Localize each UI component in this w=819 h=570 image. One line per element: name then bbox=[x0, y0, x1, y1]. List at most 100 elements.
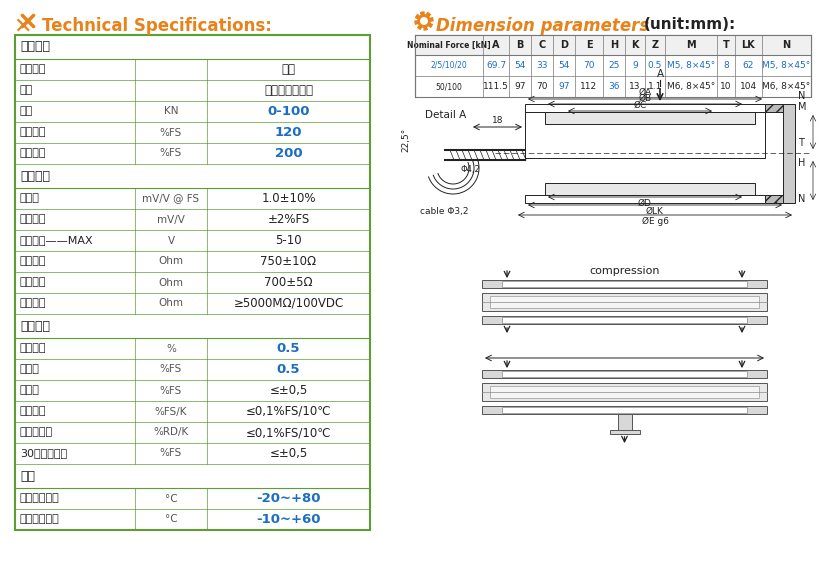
Bar bbox=[618, 414, 631, 432]
Bar bbox=[415, 35, 811, 97]
Text: Ohm: Ohm bbox=[159, 256, 183, 267]
Text: -20~+80: -20~+80 bbox=[256, 492, 321, 505]
Text: °C: °C bbox=[165, 494, 177, 503]
Text: %: % bbox=[166, 344, 176, 353]
Text: 62: 62 bbox=[743, 61, 754, 70]
Text: D: D bbox=[560, 40, 568, 50]
Bar bbox=[525, 195, 765, 203]
Bar bbox=[525, 112, 765, 158]
Text: Nominal Force [kN]: Nominal Force [kN] bbox=[407, 40, 491, 50]
Text: M6, 8×45°: M6, 8×45° bbox=[667, 82, 715, 91]
Text: 机械特征: 机械特征 bbox=[20, 40, 50, 54]
Text: 112: 112 bbox=[581, 82, 598, 91]
Text: 安全过载: 安全过载 bbox=[20, 128, 47, 137]
Text: ≥5000MΩ/100VDC: ≥5000MΩ/100VDC bbox=[233, 297, 344, 310]
Text: A: A bbox=[657, 69, 663, 79]
Text: ØB: ØB bbox=[639, 94, 652, 103]
Bar bbox=[502, 407, 747, 413]
Text: M: M bbox=[686, 40, 696, 50]
Text: 97: 97 bbox=[514, 82, 526, 91]
Text: ≤0,1%FS/10℃: ≤0,1%FS/10℃ bbox=[246, 426, 331, 439]
Text: 30分钟内蠕变: 30分钟内蠕变 bbox=[20, 449, 67, 458]
Text: 滞后性: 滞后性 bbox=[20, 385, 40, 396]
Text: Z: Z bbox=[651, 40, 658, 50]
Text: M6, 8×45°: M6, 8×45° bbox=[762, 82, 811, 91]
Bar bbox=[482, 293, 767, 311]
Polygon shape bbox=[415, 12, 433, 30]
Text: M5, 8×45°: M5, 8×45° bbox=[667, 61, 715, 70]
Bar bbox=[545, 183, 755, 195]
Text: 700±5Ω: 700±5Ω bbox=[265, 276, 313, 289]
Text: 材质: 材质 bbox=[20, 86, 34, 96]
Text: ≤0,1%FS/10℃: ≤0,1%FS/10℃ bbox=[246, 405, 331, 418]
Text: E: E bbox=[586, 40, 592, 50]
Bar bbox=[482, 316, 767, 324]
Text: 50/100: 50/100 bbox=[436, 82, 463, 91]
Text: (unit:mm):: (unit:mm): bbox=[644, 17, 736, 32]
Text: 1.1: 1.1 bbox=[648, 82, 663, 91]
Text: 灵敏度温移: 灵敏度温移 bbox=[20, 428, 53, 438]
Text: Dimension parameters: Dimension parameters bbox=[436, 17, 649, 35]
Text: 18: 18 bbox=[491, 116, 503, 125]
Text: 22,5°: 22,5° bbox=[401, 128, 410, 152]
Text: ØE g6: ØE g6 bbox=[641, 217, 668, 226]
Text: 750±10Ω: 750±10Ω bbox=[260, 255, 317, 268]
Text: 激励电压——MAX: 激励电压——MAX bbox=[20, 235, 93, 246]
Text: 量程: 量程 bbox=[20, 107, 34, 116]
Text: 工作温度范围: 工作温度范围 bbox=[20, 494, 60, 503]
Text: Technical Specifications:: Technical Specifications: bbox=[42, 17, 272, 35]
Text: %FS: %FS bbox=[160, 364, 182, 374]
Text: N: N bbox=[798, 91, 805, 101]
Text: 13: 13 bbox=[629, 82, 640, 91]
Text: 9: 9 bbox=[632, 61, 638, 70]
Text: 综合精度: 综合精度 bbox=[20, 344, 47, 353]
Text: 1.0±10%: 1.0±10% bbox=[261, 192, 316, 205]
Text: 70: 70 bbox=[583, 61, 595, 70]
Text: %FS: %FS bbox=[160, 149, 182, 158]
Text: 33: 33 bbox=[536, 61, 548, 70]
Bar bbox=[765, 195, 785, 203]
Text: 输入电阻: 输入电阻 bbox=[20, 256, 47, 267]
Text: ØC: ØC bbox=[633, 101, 647, 110]
Text: 5-10: 5-10 bbox=[275, 234, 302, 247]
Text: ØA: ØA bbox=[639, 88, 652, 97]
Bar bbox=[482, 280, 767, 288]
Text: 69.7: 69.7 bbox=[486, 61, 506, 70]
Bar bbox=[609, 430, 640, 434]
Text: %RD/K: %RD/K bbox=[153, 428, 188, 438]
Text: N: N bbox=[798, 194, 805, 204]
Text: B: B bbox=[516, 40, 523, 50]
Text: 输出电阻: 输出电阻 bbox=[20, 278, 47, 287]
Bar bbox=[15, 35, 370, 530]
Text: T: T bbox=[798, 138, 804, 148]
Text: ±2%FS: ±2%FS bbox=[267, 213, 310, 226]
Bar bbox=[525, 104, 765, 112]
Bar bbox=[415, 35, 811, 55]
Bar bbox=[545, 112, 755, 124]
Text: 绝缘电阻: 绝缘电阻 bbox=[20, 299, 47, 308]
Text: 0-100: 0-100 bbox=[267, 105, 310, 118]
Text: 8: 8 bbox=[723, 61, 729, 70]
Text: 2/5/10/20: 2/5/10/20 bbox=[431, 61, 468, 70]
Text: 非线性: 非线性 bbox=[20, 364, 40, 374]
Text: 0.5: 0.5 bbox=[648, 61, 663, 70]
Text: 电气特征: 电气特征 bbox=[20, 169, 50, 182]
Bar bbox=[502, 317, 747, 323]
Text: H: H bbox=[798, 158, 805, 168]
Text: mV/V: mV/V bbox=[157, 214, 185, 225]
Bar bbox=[482, 406, 767, 414]
Text: %FS: %FS bbox=[160, 385, 182, 396]
Text: 97: 97 bbox=[559, 82, 570, 91]
Text: ØLK: ØLK bbox=[646, 207, 664, 216]
Text: 标定方式: 标定方式 bbox=[20, 64, 47, 75]
Text: 操作温度范围: 操作温度范围 bbox=[20, 515, 60, 524]
Text: 10: 10 bbox=[720, 82, 731, 91]
Text: 精度数据: 精度数据 bbox=[20, 320, 50, 332]
Text: %FS/K: %FS/K bbox=[155, 406, 188, 417]
Text: 54: 54 bbox=[559, 61, 570, 70]
Text: C: C bbox=[538, 40, 545, 50]
Bar bbox=[765, 104, 785, 112]
Text: %FS: %FS bbox=[160, 449, 182, 458]
Text: T: T bbox=[722, 40, 730, 50]
Bar bbox=[502, 281, 747, 287]
